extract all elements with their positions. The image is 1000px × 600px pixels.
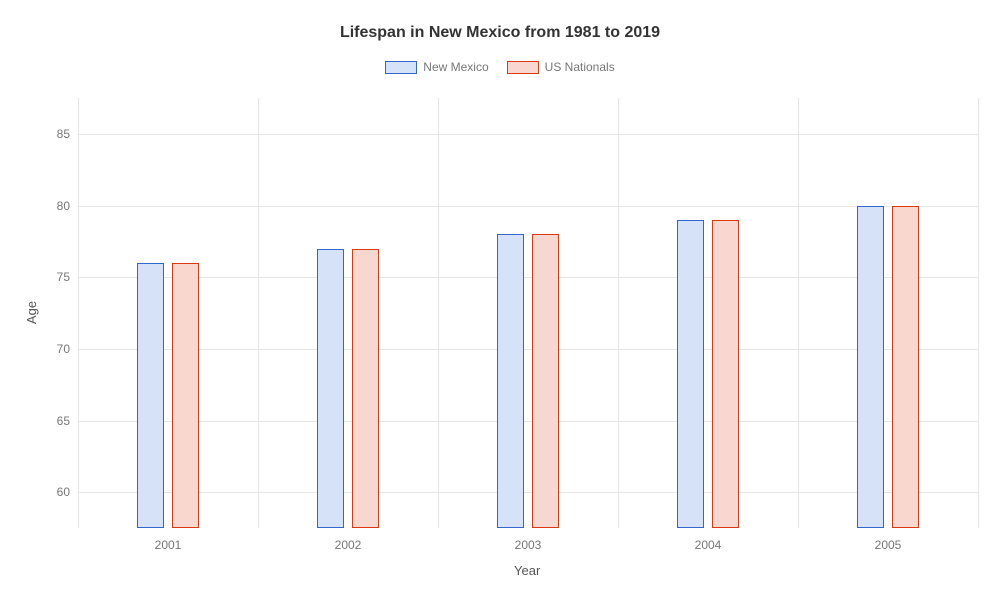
bar [352, 249, 379, 529]
legend-item: US Nationals [507, 60, 615, 74]
bar [892, 206, 919, 529]
grid-line-vertical [798, 98, 799, 528]
y-tick-label: 65 [57, 414, 70, 428]
legend-label: New Mexico [423, 60, 488, 74]
grid-line-vertical [78, 98, 79, 528]
bar [532, 234, 559, 528]
grid-line-horizontal [78, 421, 978, 422]
grid-line-horizontal [78, 134, 978, 135]
bar [857, 206, 884, 529]
bar [317, 249, 344, 529]
grid-line-vertical [978, 98, 979, 528]
chart-title: Lifespan in New Mexico from 1981 to 2019 [0, 24, 1000, 42]
bar [712, 220, 739, 528]
x-tick-label: 2001 [155, 538, 182, 552]
legend-swatch [385, 61, 417, 74]
y-tick-label: 60 [57, 485, 70, 499]
y-tick-label: 85 [57, 127, 70, 141]
bar [172, 263, 199, 528]
grid-line-horizontal [78, 206, 978, 207]
legend: New Mexico US Nationals [0, 60, 1000, 74]
y-tick-label: 80 [57, 199, 70, 213]
grid-line-vertical [618, 98, 619, 528]
y-tick-label: 75 [57, 270, 70, 284]
bar [137, 263, 164, 528]
legend-label: US Nationals [545, 60, 615, 74]
bar [677, 220, 704, 528]
grid-line-vertical [258, 98, 259, 528]
legend-item: New Mexico [385, 60, 488, 74]
y-tick-label: 70 [57, 342, 70, 356]
y-axis-title: Age [24, 301, 39, 324]
grid-line-horizontal [78, 277, 978, 278]
plot-area: 60657075808520012002200320042005 [78, 98, 978, 528]
bar [497, 234, 524, 528]
grid-line-vertical [438, 98, 439, 528]
x-tick-label: 2004 [695, 538, 722, 552]
x-axis-title: Year [514, 563, 540, 578]
x-tick-label: 2002 [335, 538, 362, 552]
x-tick-label: 2003 [515, 538, 542, 552]
x-tick-label: 2005 [875, 538, 902, 552]
grid-line-horizontal [78, 492, 978, 493]
grid-line-horizontal [78, 349, 978, 350]
legend-swatch [507, 61, 539, 74]
